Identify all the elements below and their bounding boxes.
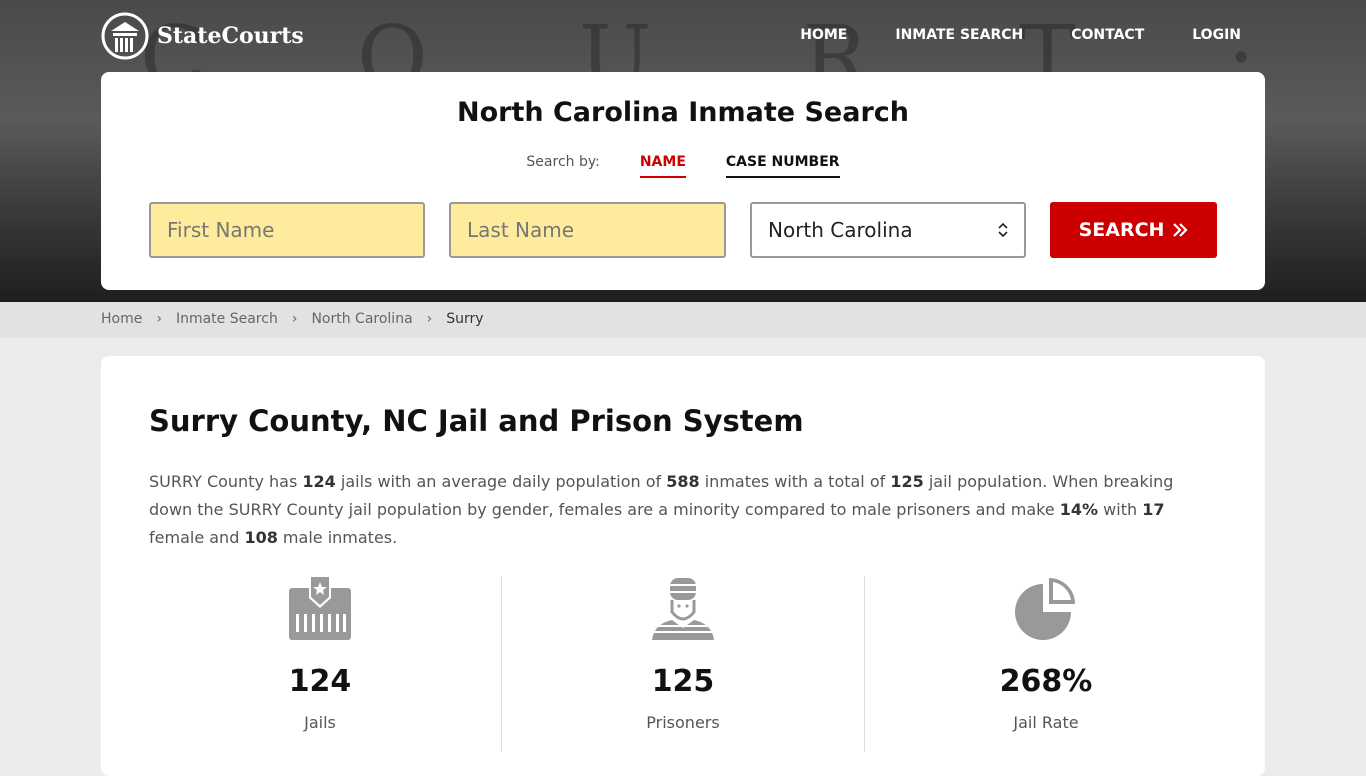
search-by-label: Search by: [526, 154, 600, 170]
courthouse-logo-icon [101, 12, 149, 60]
double-chevron-right-icon [1173, 223, 1188, 237]
nav-login[interactable]: LOGIN [1192, 27, 1241, 43]
tab-name[interactable]: NAME [639, 154, 686, 178]
breadcrumb: Home › Inmate Search › North Carolina › … [101, 311, 484, 327]
nav-inmate-search[interactable]: INMATE SEARCH [895, 27, 1024, 43]
last-name-input[interactable]: Last Name [449, 202, 726, 258]
hero-banner: C O U R T · H O U S E StateCourts HOME I… [0, 0, 1366, 302]
pie-chart-icon [1015, 578, 1075, 640]
stat-jail-rate: 268% Jail Rate [865, 576, 1227, 752]
divider [501, 576, 502, 752]
chevron-right-icon: › [291, 311, 298, 327]
content-card: Surry County, NC Jail and Prison System … [101, 356, 1265, 776]
logo[interactable]: StateCourts [101, 12, 304, 60]
chevron-right-icon: › [156, 311, 162, 327]
stat-value: 124 [288, 664, 352, 699]
nav-contact[interactable]: CONTACT [1071, 27, 1145, 43]
breadcrumb-inmate-search[interactable]: Inmate Search [175, 311, 278, 327]
updown-chevron-icon [998, 222, 1008, 238]
breadcrumb-north-carolina[interactable]: North Carolina [311, 311, 413, 327]
prisoner-icon [652, 578, 714, 640]
summary-paragraph: SURRY County has 124 jails with an avera… [149, 472, 1174, 547]
stat-value: 125 [651, 664, 715, 699]
stat-label: Jails [304, 713, 336, 732]
breadcrumb-current: Surry [446, 311, 484, 327]
search-card: North Carolina Inmate Search Search by: … [101, 72, 1265, 290]
search-button[interactable]: SEARCH [1050, 202, 1217, 258]
page-title: Surry County, NC Jail and Prison System [149, 404, 804, 438]
stat-label: Jail Rate [1013, 713, 1079, 732]
search-button-label: SEARCH [1078, 219, 1165, 241]
stat-prisoners: 125 Prisoners [502, 576, 864, 752]
divider [864, 576, 865, 752]
state-select-value: North Carolina [768, 218, 913, 242]
tab-case-number[interactable]: CASE NUMBER [725, 154, 840, 178]
jail-icon [289, 576, 351, 640]
stat-jails: 124 Jails [139, 576, 501, 752]
first-name-input[interactable]: First Name [149, 202, 425, 258]
state-select[interactable]: North Carolina [750, 202, 1026, 258]
nav-home[interactable]: HOME [800, 27, 848, 43]
breadcrumb-bar: Home › Inmate Search › North Carolina › … [0, 302, 1366, 338]
stat-value: 268% [999, 664, 1093, 699]
search-title: North Carolina Inmate Search [457, 97, 909, 128]
main-nav: HOME INMATE SEARCH CONTACT LOGIN [800, 27, 1241, 43]
breadcrumb-home[interactable]: Home [101, 311, 143, 327]
stat-label: Prisoners [646, 713, 720, 732]
logo-text: StateCourts [157, 23, 304, 49]
chevron-right-icon: › [426, 311, 433, 327]
